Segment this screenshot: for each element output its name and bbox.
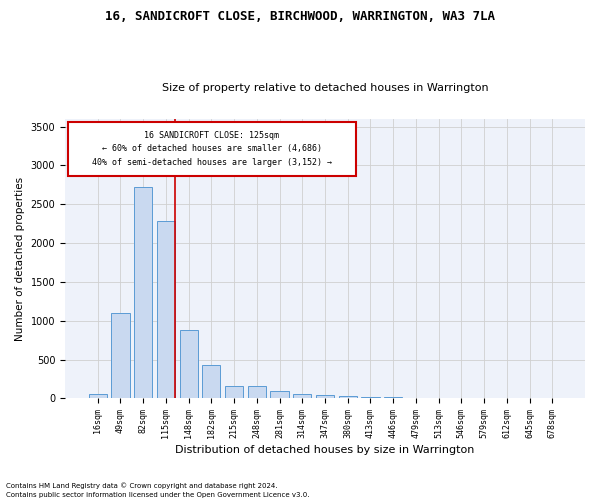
Bar	[248, 386, 266, 398]
Text: 16, SANDICROFT CLOSE, BIRCHWOOD, WARRINGTON, WA3 7LA: 16, SANDICROFT CLOSE, BIRCHWOOD, WARRING…	[105, 10, 495, 23]
Bar	[89, 394, 107, 398]
Bar	[293, 394, 311, 398]
Text: Contains public sector information licensed under the Open Government Licence v3: Contains public sector information licen…	[6, 492, 310, 498]
Bar	[361, 397, 380, 398]
Text: Contains HM Land Registry data © Crown copyright and database right 2024.: Contains HM Land Registry data © Crown c…	[6, 482, 277, 489]
Bar	[134, 187, 152, 398]
X-axis label: Distribution of detached houses by size in Warrington: Distribution of detached houses by size …	[175, 445, 475, 455]
Bar	[225, 386, 243, 398]
Bar	[202, 366, 220, 398]
Bar	[179, 330, 198, 398]
Y-axis label: Number of detached properties: Number of detached properties	[15, 176, 25, 340]
Bar	[384, 397, 402, 398]
Title: Size of property relative to detached houses in Warrington: Size of property relative to detached ho…	[162, 83, 488, 93]
Text: 16 SANDICROFT CLOSE: 125sqm
← 60% of detached houses are smaller (4,686)
40% of : 16 SANDICROFT CLOSE: 125sqm ← 60% of det…	[92, 131, 332, 166]
Bar	[112, 313, 130, 398]
Bar	[316, 395, 334, 398]
Bar	[68, 122, 356, 176]
Bar	[338, 396, 357, 398]
Bar	[157, 222, 175, 398]
Bar	[271, 392, 289, 398]
